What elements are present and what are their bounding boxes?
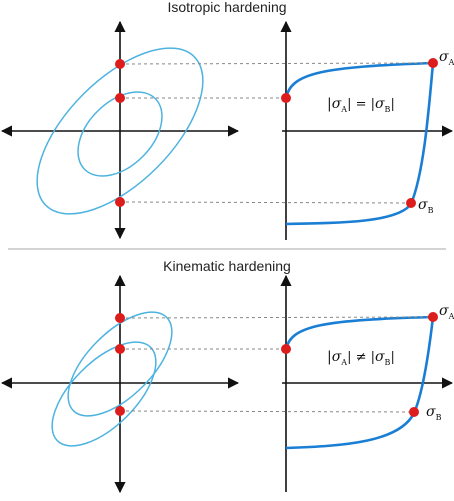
iso-projection-b [119, 201, 412, 204]
iso-expanded-yield-surface [36, 47, 204, 215]
iso-right-point-b [406, 198, 416, 208]
kin-stress-strain-curve [284, 315, 435, 450]
iso-sigma-a-label: σA [439, 49, 454, 67]
iso-initial-yield-surface [77, 91, 163, 177]
kin-projection-lines [119, 316, 434, 413]
kinematic-panel: σA σB |σA| ≠ |σB| [0, 274, 454, 494]
iso-stress-strain-curve [284, 61, 435, 226]
iso-points [115, 58, 438, 208]
iso-left-point-b [115, 197, 125, 207]
kin-initial-yield-surface [51, 341, 157, 447]
kin-right-point-initial [281, 344, 291, 354]
kin-projection-b [119, 410, 415, 413]
kin-stress-relation: |σA| ≠ |σB| [327, 349, 395, 367]
kin-left-point-a [115, 313, 125, 323]
iso-stress-relation: |σA| = |σB| [327, 96, 395, 114]
kin-stress-space-axes [0, 274, 240, 494]
iso-projection-a [119, 62, 434, 65]
iso-left-point-initial [115, 93, 125, 103]
kin-left-point-b [115, 406, 125, 416]
iso-stress-strain-axes [280, 20, 454, 240]
kin-stress-strain-axes [280, 274, 454, 492]
iso-projection-lines [119, 62, 434, 204]
isotropic-panel: σA σB |σA| = |σB| [0, 20, 454, 240]
kin-right-point-a [428, 312, 438, 322]
kin-points [115, 312, 438, 417]
kin-projection-a [119, 316, 434, 319]
kin-translated-yield-surface [67, 311, 173, 417]
kinematic-hardening-title: Kinematic hardening [163, 258, 291, 274]
iso-left-point-a [115, 59, 125, 69]
iso-sigma-b-label: σB [418, 197, 434, 215]
kin-sigma-b-label: σB [426, 404, 442, 422]
iso-right-point-initial [281, 93, 291, 103]
iso-right-point-a [428, 58, 438, 68]
kin-right-point-b [409, 407, 419, 417]
kin-left-point-initial [115, 344, 125, 354]
kin-sigma-a-label: σA [439, 303, 454, 321]
isotropic-hardening-title: Isotropic hardening [167, 0, 287, 15]
